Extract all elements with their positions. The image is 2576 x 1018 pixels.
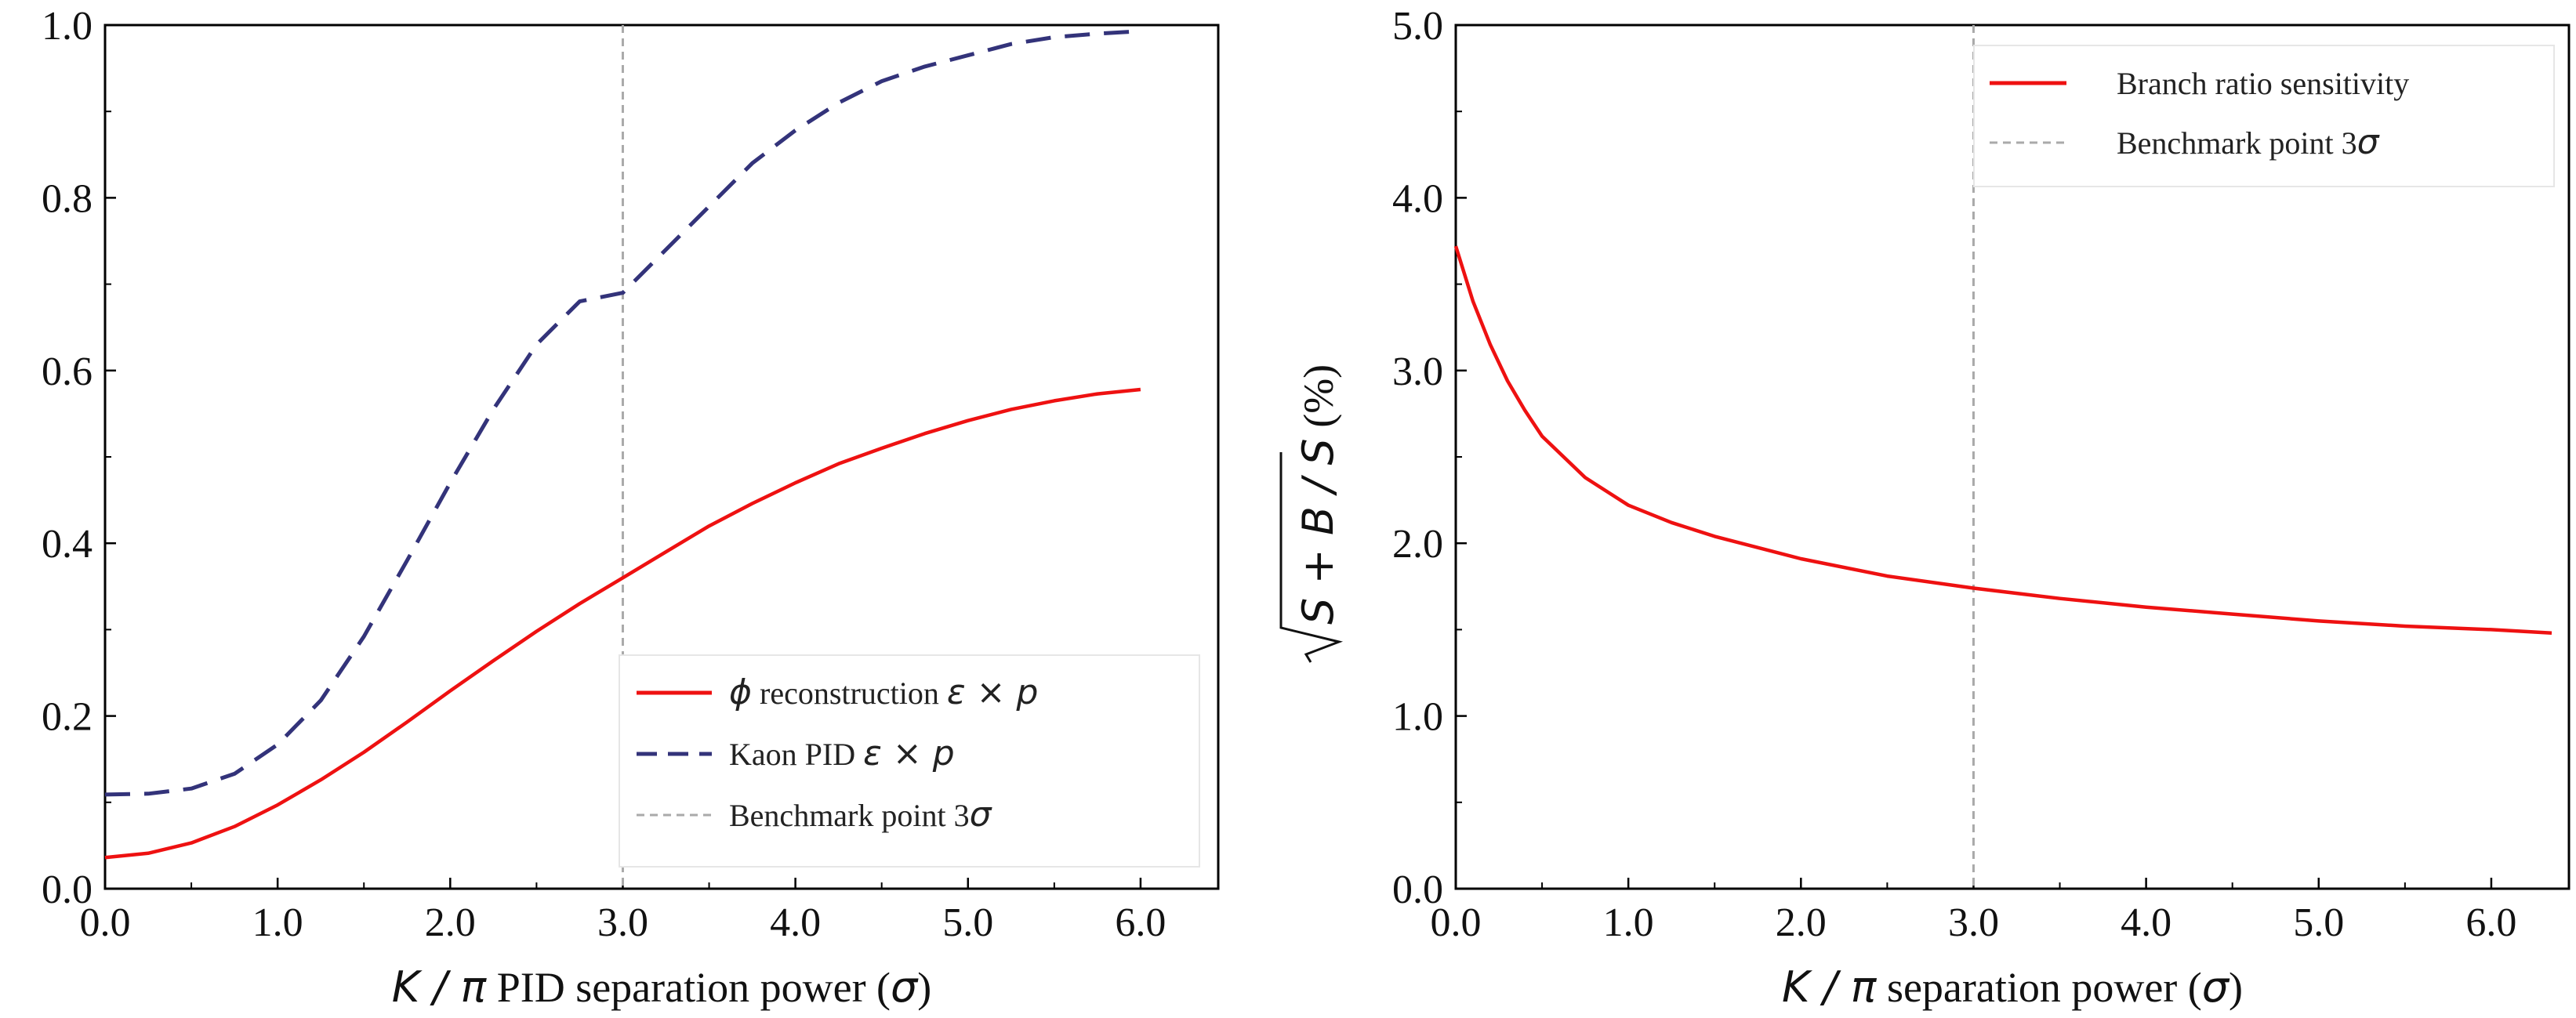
right-y-tick-label: 4.0: [1392, 176, 1443, 221]
right-chart-panel: 0.0 1.0 2.0 3.0 4.0 5.0 6.0 0.0 1.0 2.0 3.0 4.0 5.0…: [1279, 4, 2571, 1012]
left-x-tick-label: 5.0: [942, 900, 993, 945]
left-x-axis-label: K / π PID separation power (σ): [392, 962, 932, 1012]
right-legend-label-branch: Branch ratio sensitivity: [2117, 66, 2409, 101]
right-y-tick-label: 1.0: [1392, 695, 1443, 740]
right-x-tick-label: 3.0: [1948, 900, 1999, 945]
left-legend: ϕ reconstruction ε × p Kaon PID ε × p Be…: [619, 654, 1200, 868]
right-legend: Branch ratio sensitivity Benchmark point…: [1973, 45, 2555, 187]
sqrt-radical: [1279, 452, 1344, 663]
left-y-tick-label: 0.4: [42, 522, 93, 567]
left-x-tick-label: 2.0: [425, 900, 476, 945]
left-x-tick-label: 0.0: [80, 900, 131, 945]
right-x-tick-label: 6.0: [2465, 900, 2516, 945]
left-x-tick-label: 3.0: [597, 900, 648, 945]
right-series-line-0: [1453, 245, 2552, 636]
left-x-tick-label: 1.0: [252, 900, 303, 945]
right-y-axis-label: S + B / S (%): [1279, 364, 1344, 663]
left-legend-label-kaon: Kaon PID ε × p: [729, 734, 955, 773]
left-series-line-1: [104, 29, 1141, 797]
left-series-line-0: [104, 387, 1141, 860]
left-legend-label-benchmark: Benchmark point 3σ: [729, 795, 992, 835]
left-y-tick-label: 0.8: [42, 176, 93, 221]
right-y-tick-label: 3.0: [1392, 350, 1443, 394]
left-y-tick-label: 1.0: [42, 4, 93, 49]
right-legend-box: [1973, 45, 2555, 187]
left-y-tick-label: 0.0: [42, 868, 93, 912]
left-legend-label-phi: ϕ reconstruction ε × p: [729, 672, 1038, 712]
left-legend-box: [619, 654, 1200, 868]
right-y-tick-label: 5.0: [1392, 4, 1443, 49]
left-x-tick-label: 4.0: [770, 900, 821, 945]
right-x-tick-label: 5.0: [2293, 900, 2344, 945]
left-chart-panel: 0.0 1.0 2.0 3.0 4.0 5.0 6.0 0.0 0.2 0.4 0.6 0.8 1.0…: [42, 4, 1220, 1012]
left-y-tick-label: 0.6: [42, 350, 93, 394]
right-x-tick-label: 2.0: [1776, 900, 1827, 945]
right-x-tick-label: 0.0: [1431, 900, 1482, 945]
svg-text:S + B / S (%): S + B / S (%): [1293, 364, 1343, 625]
left-y-tick-label: 0.2: [42, 695, 93, 740]
right-x-tick-label: 1.0: [1603, 900, 1654, 945]
right-x-axis-label: K / π separation power (σ): [1782, 962, 2243, 1012]
right-x-tick-label: 4.0: [2121, 900, 2171, 945]
left-x-tick-label: 6.0: [1115, 900, 1166, 945]
right-legend-label-benchmark: Benchmark point 3σ: [2117, 122, 2380, 162]
right-y-tick-label: 2.0: [1392, 522, 1443, 567]
right-y-tick-label: 0.0: [1392, 868, 1443, 912]
